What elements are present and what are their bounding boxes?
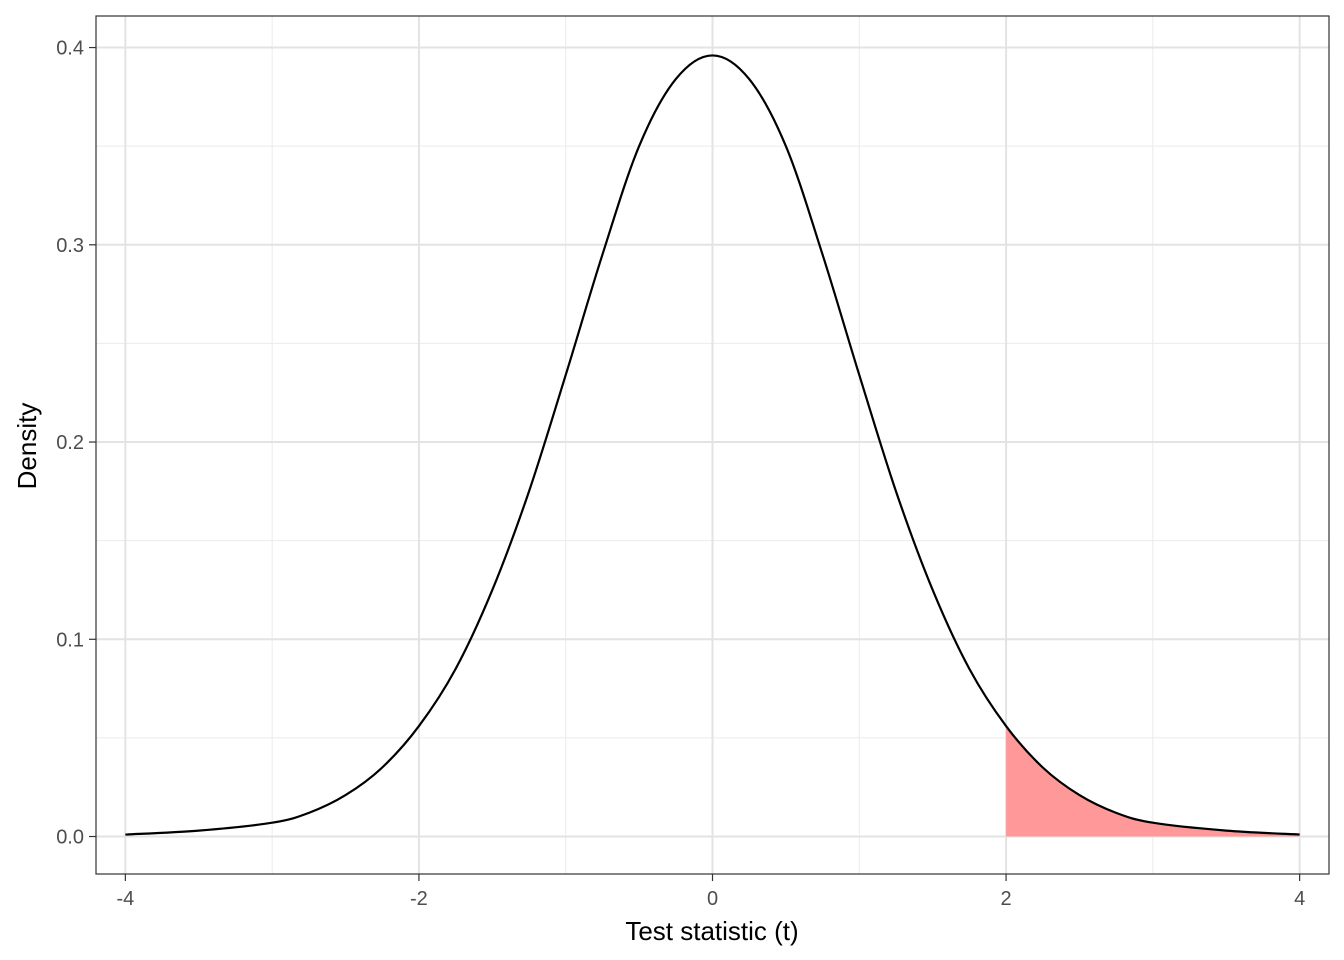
y-tick-label: 0.1 bbox=[56, 629, 84, 651]
rejection-region-area bbox=[1006, 726, 1300, 837]
x-tick-label: 2 bbox=[1001, 888, 1012, 910]
y-tick-label: 0.2 bbox=[56, 432, 84, 454]
x-tick-label: -2 bbox=[410, 888, 428, 910]
y-axis-title: Density bbox=[12, 403, 42, 490]
x-tick-labels: -4 -2 0 2 4 bbox=[116, 888, 1305, 910]
data-marks bbox=[125, 54, 1300, 837]
y-tick-labels: 0.0 0.1 0.2 0.3 0.4 bbox=[56, 38, 84, 849]
y-tick-label: 0.0 bbox=[56, 827, 84, 849]
major-grid bbox=[96, 16, 1329, 874]
x-tick-label: -4 bbox=[116, 888, 134, 910]
y-tick-label: 0.3 bbox=[56, 235, 84, 257]
density-curve bbox=[125, 54, 1300, 836]
x-tick-label: 4 bbox=[1294, 888, 1305, 910]
x-axis-title: Test statistic (t) bbox=[625, 916, 798, 946]
x-tick-label: 0 bbox=[707, 888, 718, 910]
y-tick-label: 0.4 bbox=[56, 38, 84, 60]
axis-ticks bbox=[89, 46, 1301, 881]
